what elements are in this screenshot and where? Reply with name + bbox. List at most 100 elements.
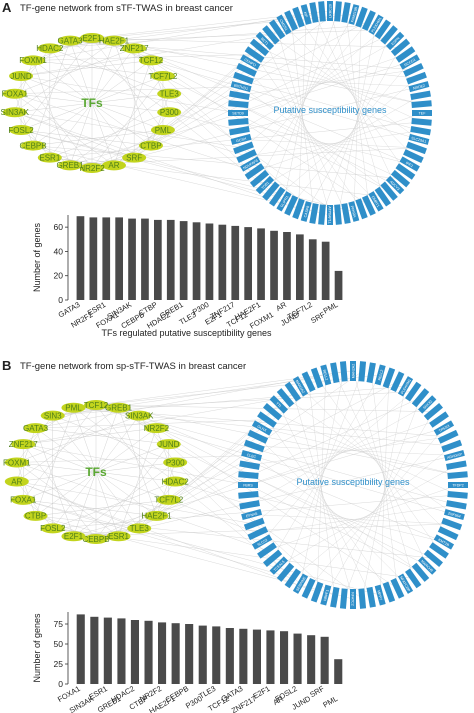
gene-node-label: ARHGAP xyxy=(447,452,463,460)
tf-node-shape xyxy=(156,494,181,505)
tf-tf-edge xyxy=(35,499,169,517)
bar xyxy=(90,616,99,684)
gene-node: KMT2B xyxy=(433,534,455,550)
gene-nodes: LRRC20 FAM219B PLEKHM1 ESPN RCCD1 NRDE2 TEF SLC… xyxy=(228,1,432,225)
gene-node xyxy=(292,198,305,220)
tf-tf-edge xyxy=(95,444,169,540)
tf-tf-edge xyxy=(16,415,53,463)
tf-node-shape xyxy=(9,70,34,81)
gene-node: PLEKHM1 xyxy=(397,376,414,397)
gene-gene-edge xyxy=(343,397,421,599)
y-tick-label: 20 xyxy=(54,271,64,281)
bar xyxy=(141,218,149,300)
bar xyxy=(334,659,343,684)
gene-node-label: ZNF664 xyxy=(447,511,461,518)
gene-node xyxy=(339,588,348,609)
gene-node-box xyxy=(385,31,405,51)
gene-node-box xyxy=(348,4,360,25)
gene-gene-edge xyxy=(270,11,339,192)
gene-node xyxy=(382,581,396,603)
gene-node xyxy=(243,517,265,531)
gene-node-box xyxy=(361,10,376,31)
tf-tf-edge xyxy=(139,481,176,529)
panel-a-title: TF-gene network from sTF-TWAS in breast … xyxy=(20,3,233,14)
tf-node-label: JUND xyxy=(10,72,32,81)
tf-node-label: SIN3 xyxy=(44,411,62,420)
tf-node: P300 xyxy=(163,457,188,468)
gene-node xyxy=(249,38,270,57)
gene-node-box xyxy=(269,186,286,207)
gene-node xyxy=(239,460,260,470)
gene-node-label: FAM219B xyxy=(350,6,358,23)
gene-gene-edge xyxy=(254,445,455,456)
bar xyxy=(218,224,227,300)
gene-node xyxy=(238,491,259,499)
tf-node-shape xyxy=(2,107,27,118)
gene-node xyxy=(403,62,424,77)
gene-node xyxy=(263,402,283,421)
gene-gene-edge xyxy=(380,377,390,596)
gene-node-box xyxy=(292,198,305,220)
tf-tf-edge xyxy=(16,428,36,482)
tf-tf-edge xyxy=(14,93,34,146)
gene-node-box xyxy=(269,395,288,414)
gene-node-box xyxy=(292,573,309,594)
tf-tf-edge xyxy=(91,37,152,61)
gene-gene-edge xyxy=(272,374,381,559)
tf-tf-edge xyxy=(139,415,176,463)
tf-node-label: GREB1 xyxy=(56,161,84,170)
gene-node xyxy=(446,500,467,510)
tf-node: HDAC2 xyxy=(36,43,64,54)
gene-node-label: ESPN xyxy=(391,36,401,46)
tf-gene-edge xyxy=(35,515,434,559)
genes-heading: Putative susceptibility genes xyxy=(296,477,410,487)
gene-node: RELL2 xyxy=(374,364,386,386)
tf-tf-edge xyxy=(113,129,164,166)
tf-gene-edge xyxy=(21,129,354,212)
tf-node-label: HDAC2 xyxy=(36,44,64,53)
gene-node: MPP7 xyxy=(374,584,386,606)
tf-node: FOXM1 xyxy=(19,55,47,66)
bar xyxy=(171,623,180,684)
gene-node xyxy=(429,542,449,559)
gene-node xyxy=(403,149,424,164)
gene-node: TP53I3 xyxy=(433,420,455,436)
gene-node-box xyxy=(239,500,260,510)
tf-tf-edge xyxy=(91,75,164,169)
gene-node-label: SLC52 xyxy=(257,538,269,547)
tf-gene-edge xyxy=(156,465,250,517)
gene-node-label: TFDP2 xyxy=(452,484,463,488)
gene-node-box xyxy=(408,133,430,145)
gene-node-box xyxy=(292,376,309,397)
gene-node xyxy=(309,2,319,23)
tf-node-shape xyxy=(157,88,182,99)
tf-node-label: ZNF217 xyxy=(120,44,149,53)
tf-node-shape xyxy=(23,510,48,521)
tf-tf-edge xyxy=(69,93,170,166)
gene-node-box xyxy=(410,90,431,100)
gene-node-label: SLC29A1 xyxy=(411,136,427,144)
tf-tf-edge xyxy=(16,415,140,463)
gene-node-box xyxy=(397,573,414,594)
tf-node: P300 xyxy=(157,107,182,118)
gene-node: FBRS xyxy=(238,482,258,488)
tf-tf-edge xyxy=(113,60,152,166)
tf-gene-edge xyxy=(168,444,335,598)
gene-node-box xyxy=(284,10,299,31)
gene-node-box xyxy=(243,517,265,531)
tf-node-shape xyxy=(163,457,188,468)
tf-node-label: PML xyxy=(65,404,82,413)
gene-node xyxy=(447,471,468,479)
gene-node-box xyxy=(238,471,259,479)
gene-node-box xyxy=(429,542,449,559)
tf-node-shape xyxy=(84,534,108,544)
tf-node-label: JUND xyxy=(158,440,180,449)
tf-tf-edge xyxy=(150,60,170,113)
tf-gene-edge xyxy=(162,75,315,214)
gene-node-box xyxy=(300,201,312,222)
tf-node-label: AR xyxy=(11,477,22,486)
tf-node: FOSL2 xyxy=(40,523,66,534)
gene-gene-edge xyxy=(272,411,458,496)
gene-node xyxy=(410,126,431,136)
